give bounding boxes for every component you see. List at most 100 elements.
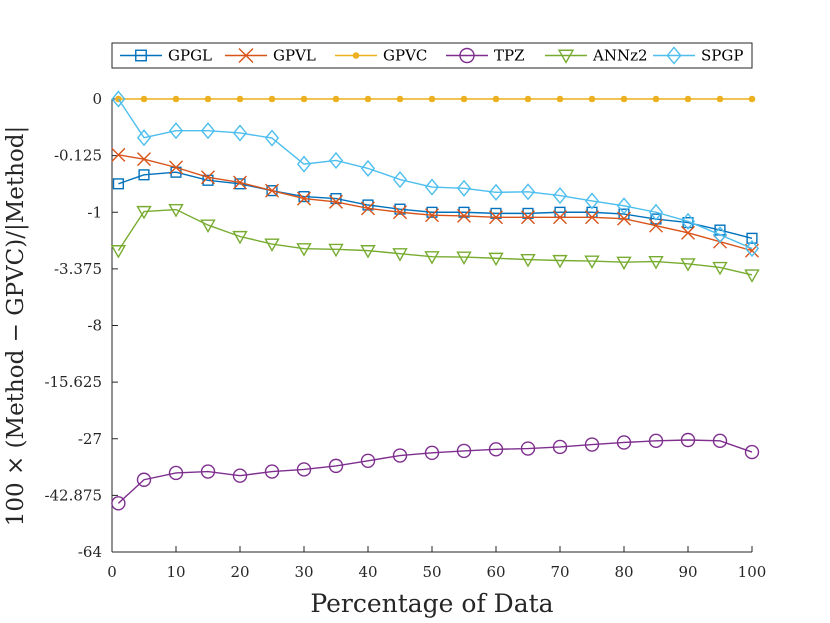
data-point-triangle: [488, 252, 504, 267]
data-point-circle: [520, 441, 536, 456]
data-point-x: [233, 175, 247, 190]
data-point-x: [393, 205, 407, 220]
data-point-diamond: [616, 197, 632, 215]
data-point-x: [169, 160, 183, 175]
data-point-x: [201, 170, 215, 185]
series-line-annz2: [117, 208, 753, 276]
data-point-circle: [648, 433, 664, 449]
x-tick-label: 80: [614, 563, 633, 581]
series-annz2: [110, 203, 760, 283]
data-point-x: [111, 147, 126, 162]
data-point-circle: [360, 453, 376, 468]
data-point-circle: [392, 448, 408, 463]
data-point-dot: [684, 95, 692, 103]
data-point-square: [135, 49, 147, 62]
data-point-diamond: [744, 239, 760, 258]
data-point-triangle: [520, 253, 536, 268]
data-point-diamond: [680, 212, 696, 230]
data-point-circle: [456, 443, 472, 459]
data-point-circle: [264, 464, 280, 479]
data-point-circle: [296, 462, 312, 477]
data-point-circle: [584, 437, 600, 452]
data-point-x: [681, 225, 695, 240]
series-gpvl: [111, 147, 759, 258]
data-point-triangle: [264, 238, 280, 252]
data-point-dot: [524, 95, 532, 103]
data-point-circle: [111, 496, 126, 511]
data-point-dot: [716, 95, 724, 103]
x-tick-label: 10: [166, 563, 185, 581]
data-point-triangle: [744, 269, 760, 283]
legend-label: ANNz2: [592, 47, 648, 65]
data-point-square: [298, 191, 310, 203]
legend-item-gpvc: GPVC: [335, 47, 427, 65]
y-tick-label: -0.125: [54, 147, 102, 165]
data-point-square: [138, 169, 150, 181]
data-point-x: [457, 208, 471, 223]
data-point-triangle: [136, 205, 152, 220]
y-tick-label: -15.625: [44, 373, 102, 391]
data-point-diamond: [111, 90, 126, 108]
data-point-diamond: [264, 129, 280, 147]
data-point-dot: [652, 95, 660, 103]
data-point-circle: [232, 468, 248, 483]
data-point-triangle: [168, 203, 184, 218]
data-point-x: [265, 183, 279, 198]
legend-item-gpgl: GPGL: [120, 47, 212, 65]
data-point-diamond: [200, 122, 216, 140]
data-point-dot: [204, 95, 212, 103]
data-point-dot: [460, 95, 468, 103]
data-point-diamond: [392, 170, 408, 189]
data-point-x: [489, 210, 503, 225]
data-point-dot: [748, 95, 756, 103]
data-point-dot: [492, 95, 500, 103]
axes: 0 10 20 30 40 50 60 70 80 90 100 0 -0.125 -1 -3.375 -8 -…: [44, 90, 766, 581]
data-point-diamond: [648, 203, 664, 221]
data-point-diamond: [232, 124, 248, 142]
data-point-x: [238, 48, 254, 63]
data-point-triangle: [200, 219, 216, 233]
legend-item-annz2: ANNz2: [545, 47, 648, 65]
series-line-gpgl: [118, 171, 753, 239]
data-point-dot: [332, 95, 340, 103]
data-point-diamond: [360, 159, 376, 177]
data-point-dot: [268, 95, 276, 103]
data-point-dot: [352, 52, 360, 59]
y-tick-label: -8: [87, 317, 102, 335]
legend-label: GPVC: [383, 47, 427, 65]
data-point-triangle: [584, 255, 600, 269]
data-point-dot: [428, 95, 436, 103]
data-point-triangle: [712, 261, 728, 276]
data-point-x: [137, 152, 151, 167]
series-line-tpz: [117, 439, 753, 504]
y-tick-label: -3.375: [54, 260, 102, 278]
data-point-dot: [140, 95, 148, 103]
data-point-dot: [236, 95, 244, 103]
x-tick-label: 60: [486, 563, 505, 581]
data-point-triangle: [456, 251, 472, 265]
x-axis-label: Percentage of Data: [310, 589, 553, 618]
data-point-x: [297, 191, 311, 206]
data-point-diamond: [488, 183, 504, 201]
y-tick-label: -42.875: [44, 486, 102, 504]
series-gpvc: [115, 95, 756, 103]
x-tick-label: 0: [107, 563, 117, 581]
x-tick-label: 70: [550, 563, 569, 581]
series-layer: [110, 90, 760, 511]
data-point-diamond: [520, 183, 536, 201]
data-point-square: [426, 206, 438, 218]
legend-label: GPGL: [168, 47, 212, 65]
data-point-dot: [396, 95, 404, 103]
data-point-square: [112, 178, 124, 190]
data-point-circle: [616, 435, 632, 450]
data-point-diamond: [168, 122, 184, 140]
x-tick-label: 30: [294, 563, 313, 581]
data-point-circle: [168, 465, 184, 481]
data-point-x: [617, 211, 631, 226]
data-point-square: [362, 199, 374, 211]
data-point-circle: [712, 433, 728, 449]
data-point-circle: [744, 444, 760, 460]
y-tick-label: -1: [87, 203, 102, 221]
data-point-diamond: [552, 186, 568, 205]
